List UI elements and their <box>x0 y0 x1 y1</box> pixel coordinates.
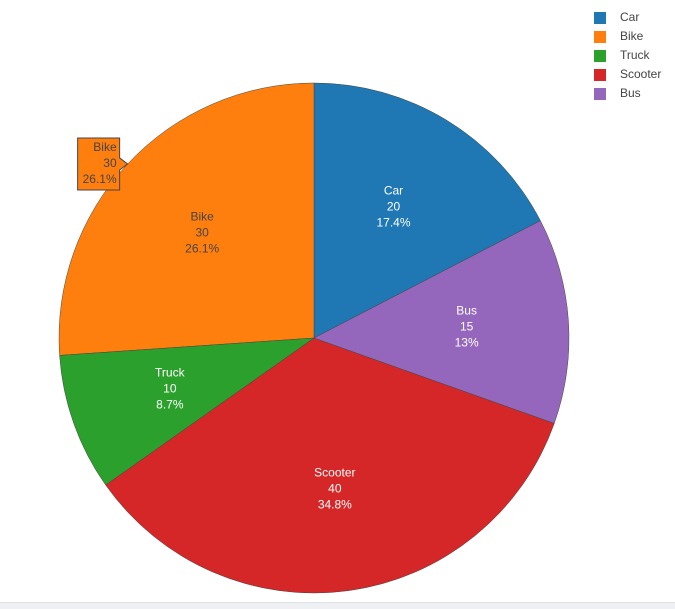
legend-swatch[interactable] <box>594 50 606 62</box>
legend-label[interactable]: Bus <box>620 86 641 100</box>
slice-label: Scooter <box>314 466 355 480</box>
slice-value: 15 <box>460 320 474 334</box>
slice-value: 30 <box>196 226 210 240</box>
pie-slice[interactable] <box>105 337 555 594</box>
slice-label: Bus <box>456 304 477 318</box>
legend-label[interactable]: Truck <box>620 48 651 62</box>
hover-percent: 26.1% <box>83 172 117 186</box>
legend-label[interactable]: Bike <box>620 29 644 43</box>
scrollbar-strip <box>0 602 675 609</box>
legend-swatch[interactable] <box>594 88 606 100</box>
hover-label: Bike <box>93 140 117 154</box>
legend-label[interactable]: Scooter <box>620 67 661 81</box>
hover-box <box>77 137 129 191</box>
legend-label[interactable]: Car <box>620 10 639 24</box>
slice-value: 20 <box>387 199 401 213</box>
pie-slice[interactable] <box>59 337 315 486</box>
slice-label: Bike <box>191 210 215 224</box>
slice-percent: 8.7% <box>156 397 184 411</box>
slice-percent: 17.4% <box>376 215 410 229</box>
slice-label: Car <box>384 183 403 197</box>
legend-swatch[interactable] <box>594 31 606 43</box>
pie-slice[interactable] <box>58 82 315 356</box>
pie-slice[interactable] <box>313 82 541 339</box>
slice-label: Truck <box>155 365 186 379</box>
slice-percent: 26.1% <box>185 242 219 256</box>
legend-swatch[interactable] <box>594 69 606 81</box>
slice-percent: 34.8% <box>318 498 352 512</box>
slice-percent: 13% <box>455 336 479 350</box>
legend-swatch[interactable] <box>594 12 606 24</box>
hover-value: 30 <box>103 156 117 170</box>
slice-value: 10 <box>163 381 177 395</box>
slice-value: 40 <box>328 482 342 496</box>
pie-slice[interactable] <box>313 220 570 424</box>
